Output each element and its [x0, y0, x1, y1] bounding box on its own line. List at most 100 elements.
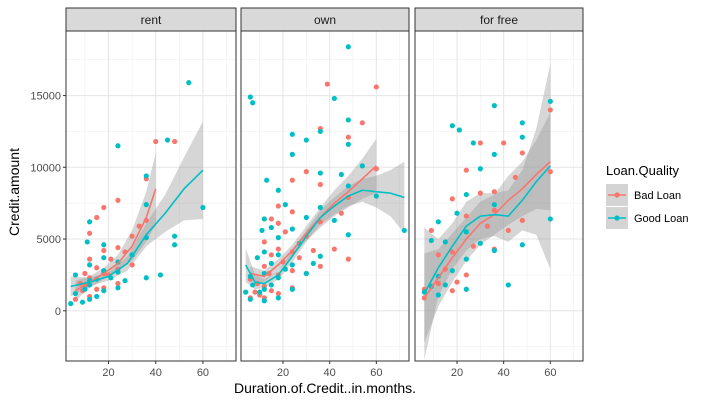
data-point	[275, 290, 281, 297]
data-point	[477, 190, 483, 196]
data-point	[289, 226, 295, 232]
data-point	[338, 171, 344, 178]
data-point	[463, 213, 469, 219]
confidence-band	[245, 161, 405, 290]
y-tick-label: 5000	[37, 234, 61, 246]
data-point	[72, 290, 79, 297]
data-point	[101, 288, 107, 294]
data-point	[79, 299, 86, 305]
data-point	[310, 247, 316, 254]
data-point	[268, 288, 274, 294]
data-point	[289, 209, 295, 215]
data-point	[359, 120, 365, 126]
data-point	[345, 141, 351, 147]
data-point	[250, 100, 256, 106]
confidence-band	[70, 121, 203, 297]
data-point	[463, 256, 469, 262]
data-point	[289, 268, 295, 274]
data-point	[345, 232, 351, 238]
data-point	[491, 151, 497, 157]
data-point	[491, 207, 497, 213]
x-tick-label: 40	[498, 367, 510, 379]
panel-background	[66, 31, 236, 361]
data-point	[345, 117, 351, 123]
data-point	[94, 286, 100, 292]
facet-panel-1: own 20 40 60	[240, 7, 410, 379]
data-point	[87, 256, 93, 262]
data-point	[254, 255, 260, 261]
panel-background	[415, 31, 583, 361]
data-point	[257, 289, 263, 295]
smooth-line	[70, 169, 204, 288]
data-point	[477, 140, 483, 146]
data-point	[247, 94, 253, 100]
y-tick-label: 10000	[30, 162, 61, 174]
data-point	[289, 131, 295, 137]
data-point	[164, 137, 171, 143]
data-point	[275, 203, 281, 209]
facet-panel-0: rent 20 40 60	[65, 7, 237, 379]
data-point	[345, 256, 351, 262]
data-point	[435, 219, 441, 225]
data-point	[331, 217, 337, 223]
data-point	[547, 216, 553, 222]
data-point	[519, 150, 525, 156]
data-point	[505, 227, 511, 234]
data-point	[143, 173, 149, 179]
facet-strip-label: rent	[141, 13, 162, 27]
data-point	[261, 239, 267, 245]
data-point	[463, 167, 469, 173]
y-tick-label: 0	[55, 306, 61, 318]
data-point	[324, 81, 330, 87]
data-point	[519, 217, 525, 223]
data-point	[491, 103, 497, 109]
x-tick-label: 60	[197, 367, 209, 379]
data-point	[317, 204, 323, 211]
data-point	[289, 286, 295, 292]
data-point	[463, 191, 469, 198]
data-point	[547, 98, 553, 104]
legend-title: Loan.Quality	[606, 163, 679, 178]
data-point	[101, 204, 107, 211]
data-point	[345, 44, 351, 50]
data-point	[442, 282, 448, 288]
data-point	[547, 107, 553, 113]
x-tick-label: 40	[150, 367, 162, 379]
data-point	[172, 242, 178, 248]
x-tick-label: 20	[102, 367, 114, 379]
data-point	[82, 286, 88, 292]
confidence-band	[424, 64, 551, 360]
data-point	[261, 298, 267, 304]
data-point	[317, 170, 323, 176]
data-point	[519, 134, 525, 140]
data-point	[317, 181, 323, 188]
x-tick-label: 60	[370, 367, 382, 379]
x-tick-label: 20	[451, 367, 463, 379]
data-point	[456, 127, 462, 133]
data-point	[317, 128, 323, 135]
data-point	[129, 262, 135, 268]
data-point	[261, 216, 267, 222]
data-point	[268, 282, 274, 288]
data-point	[435, 292, 441, 298]
data-point	[268, 224, 274, 231]
data-point	[505, 282, 511, 288]
data-point	[338, 210, 344, 216]
data-point	[157, 272, 164, 278]
panel-border	[414, 30, 584, 362]
data-point	[463, 286, 469, 292]
data-point	[303, 169, 309, 175]
data-point	[261, 286, 267, 292]
data-point	[101, 255, 107, 261]
data-point	[94, 265, 100, 271]
data-point	[115, 245, 121, 251]
data-point	[501, 140, 507, 146]
y-axis-title: Credit.amount	[6, 148, 22, 236]
data-point	[94, 293, 100, 300]
data-point	[101, 247, 107, 254]
data-point	[463, 229, 469, 235]
data-point	[72, 296, 79, 302]
data-point	[401, 227, 407, 234]
data-point	[172, 138, 178, 145]
data-point	[275, 295, 281, 301]
